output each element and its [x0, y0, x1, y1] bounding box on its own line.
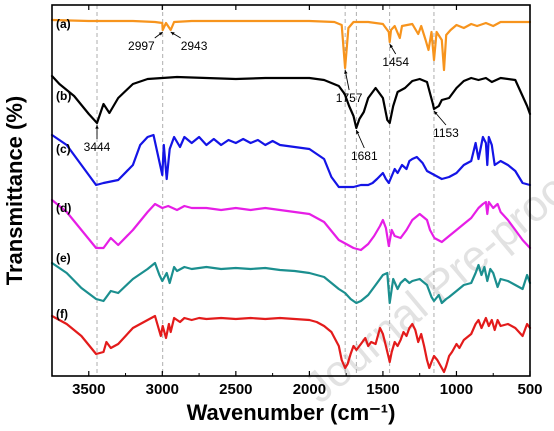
series-labels: (a) (b) (c) (d) (e) (f) — [56, 17, 71, 321]
series-line-d — [50, 198, 532, 252]
annotation-arrowhead — [433, 111, 438, 115]
annotation-arrowhead — [170, 32, 175, 36]
annotations: 2997 2943 1757 1454 3444 1681 1153 — [84, 31, 459, 163]
x-tick-label: 500 — [517, 381, 542, 398]
x-tick-label: 2500 — [219, 381, 252, 398]
x-tick-label: 1500 — [366, 381, 399, 398]
annotation-label-2943: 2943 — [181, 39, 208, 53]
annotation-arrowhead — [389, 44, 394, 48]
x-tick-label: 2000 — [293, 381, 326, 398]
series-line-f — [50, 314, 532, 374]
spectra — [50, 18, 532, 374]
y-axis-title: Transmittance (%) — [2, 96, 27, 286]
x-tick-label: 3000 — [146, 381, 179, 398]
series-label-d: (d) — [56, 201, 71, 215]
annotation-label-1757: 1757 — [336, 91, 363, 105]
x-axis-ticks: 3500 3000 2500 2000 1500 1000 500 — [72, 5, 543, 398]
x-tick-label: 3500 — [72, 381, 105, 398]
series-label-f: (f) — [56, 307, 68, 321]
series-label-c: (c) — [56, 142, 71, 156]
plot-frame — [51, 4, 531, 377]
annotation-label-3444: 3444 — [84, 140, 111, 154]
series-line-b — [50, 74, 532, 130]
series-line-e — [50, 261, 532, 305]
annotation-arrowhead — [158, 32, 163, 36]
series-label-b: (b) — [56, 89, 71, 103]
series-label-a: (a) — [56, 17, 71, 31]
annotation-arrowhead — [344, 70, 348, 74]
annotation-label-1153: 1153 — [433, 126, 459, 140]
x-axis-title: Wavenumber (cm⁻¹) — [187, 400, 396, 425]
annotation-label-1681: 1681 — [351, 149, 378, 163]
series-label-e: (e) — [56, 251, 71, 265]
x-tick-label: 1000 — [440, 381, 473, 398]
annotation-arrowhead — [95, 125, 99, 129]
series-line-a — [50, 18, 532, 72]
annotation-arrowhead — [356, 130, 360, 134]
reference-lines — [96, 5, 435, 376]
series-line-c — [50, 133, 532, 189]
annotation-label-1454: 1454 — [382, 55, 409, 69]
annotation-label-2997: 2997 — [128, 39, 155, 53]
